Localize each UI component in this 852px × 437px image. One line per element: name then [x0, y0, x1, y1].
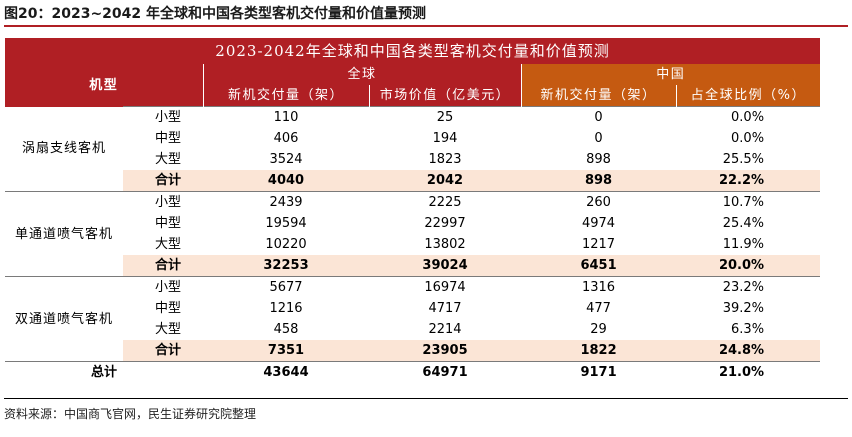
total-label: 总计	[5, 361, 204, 383]
global-deliveries-cell: 10220	[265, 237, 307, 252]
table-row: 大型 10220 13802 1217 11.9%	[5, 234, 820, 255]
data-table: 机型 全球 中国 新机交付量（架） 市场价值（亿美元） 新机交付量（架） 占全球…	[5, 64, 821, 383]
china-share-cell: 0.0%	[731, 131, 765, 146]
subtotal-label: 合计	[123, 255, 204, 277]
subtotal-label: 合计	[123, 170, 204, 192]
size-label: 小型	[123, 106, 204, 128]
china-deliveries-cell: 4974	[581, 216, 616, 231]
header-china: 中国	[520, 64, 821, 85]
china-share-cell: 21.0%	[676, 361, 821, 383]
global-deliveries-cell: 4040	[203, 170, 370, 192]
size-label: 小型	[123, 276, 204, 298]
china-share-cell: 11.9%	[722, 237, 765, 252]
global-deliveries-cell: 7351	[203, 340, 370, 362]
china-deliveries-cell: 1316	[521, 276, 677, 298]
global-deliveries-cell: 110	[203, 106, 370, 128]
china-share-cell: 25.5%	[722, 152, 765, 167]
table-banner: 2023-2042年全球和中国各类型客机交付量和价值预测	[5, 38, 820, 64]
china-deliveries-cell: 1217	[581, 237, 616, 252]
global-deliveries-cell: 406	[273, 131, 299, 146]
footer-rule	[4, 398, 848, 399]
china-deliveries-cell: 898	[586, 152, 611, 167]
global-value-cell: 1823	[428, 152, 462, 167]
china-share-cell: 20.0%	[676, 255, 821, 277]
table-row: 中型 406 194 0 0.0%	[5, 128, 820, 149]
global-value-cell: 13802	[424, 237, 466, 252]
size-label: 中型	[155, 301, 182, 316]
header-china-share: 占全球比例（%）	[675, 85, 821, 107]
global-value-cell: 2225	[369, 191, 522, 213]
global-deliveries-cell: 3524	[269, 152, 303, 167]
subtotal-row: 合计 4040 2042 898 22.2%	[5, 170, 821, 192]
table-row: 单通道喷气客机 小型 2439 2225 260 10.7%	[5, 191, 821, 277]
china-deliveries-cell: 1822	[521, 340, 677, 362]
table-row: 涡扇支线客机 小型 110 25 0 0.0%	[5, 106, 821, 156]
china-share-cell: 0.0%	[676, 106, 821, 128]
subtotal-row: 合计 7351 23905 1822 24.8%	[5, 340, 821, 362]
global-value-cell: 2042	[369, 170, 522, 192]
forecast-table: 2023-2042年全球和中国各类型客机交付量和价值预测 机型 全球 中国 新机…	[5, 38, 821, 383]
global-value-cell: 39024	[369, 255, 522, 277]
global-value-cell: 64971	[369, 361, 522, 383]
table-row: 中型 19594 22997 4974 25.4%	[5, 213, 820, 234]
global-deliveries-cell: 32253	[203, 255, 370, 277]
china-share-cell: 23.2%	[676, 276, 821, 298]
global-deliveries-cell: 458	[273, 322, 299, 337]
header-global: 全球	[202, 64, 522, 85]
size-label: 大型	[155, 237, 182, 252]
global-value-cell: 16974	[369, 276, 522, 298]
china-deliveries-cell: 898	[521, 170, 677, 192]
global-value-cell: 22997	[424, 216, 466, 231]
category-label: 涡扇支线客机	[21, 141, 106, 157]
global-value-cell: 23905	[369, 340, 522, 362]
global-deliveries-cell: 1216	[269, 301, 303, 316]
title-rule	[4, 25, 848, 27]
china-deliveries-cell: 9171	[521, 361, 677, 383]
china-deliveries-cell: 260	[521, 191, 677, 213]
table-row: 中型 1216 4717 477 39.2%	[5, 298, 820, 319]
size-label: 大型	[155, 322, 182, 337]
china-share-cell: 25.4%	[722, 216, 765, 231]
china-share-cell: 10.7%	[676, 191, 821, 213]
subtotal-row: 合计 32253 39024 6451 20.0%	[5, 255, 821, 277]
china-deliveries-cell: 477	[586, 301, 611, 316]
global-deliveries-cell: 19594	[265, 216, 307, 231]
size-label: 中型	[155, 131, 182, 146]
figure-title: 图20：2023~2042 年全球和中国各类型客机交付量和价值量预测	[4, 6, 427, 22]
category-label: 单通道喷气客机	[5, 191, 123, 277]
header-type: 机型	[5, 64, 204, 107]
size-label: 小型	[123, 191, 204, 213]
category-label: 双通道喷气客机	[5, 276, 123, 362]
china-deliveries-cell: 29	[590, 322, 607, 337]
china-deliveries-cell: 6451	[521, 255, 677, 277]
header-global-value: 市场价值（亿美元）	[368, 85, 522, 107]
header-global-deliveries: 新机交付量（架）	[202, 85, 370, 107]
global-value-cell: 194	[432, 131, 458, 146]
total-row: 总计 43644 64971 9171 21.0%	[5, 361, 821, 383]
global-value-cell: 25	[369, 106, 522, 128]
global-value-cell: 4717	[428, 301, 462, 316]
size-label: 大型	[155, 152, 182, 167]
table-row: 双通道喷气客机 小型 5677 16974 1316 23.2%	[5, 276, 821, 362]
source-note: 资料来源：中国商飞官网，民生证券研究院整理	[4, 407, 257, 421]
china-deliveries-cell: 0	[594, 131, 603, 146]
china-share-cell: 6.3%	[731, 322, 765, 337]
global-deliveries-cell: 43644	[203, 361, 370, 383]
header-china-deliveries: 新机交付量（架）	[520, 85, 677, 107]
china-share-cell: 22.2%	[676, 170, 821, 192]
china-share-cell: 24.8%	[676, 340, 821, 362]
china-share-cell: 39.2%	[722, 301, 765, 316]
table-row: 大型 458 2214 29 6.3%	[5, 319, 820, 340]
global-deliveries-cell: 5677	[203, 276, 370, 298]
table-row: 大型 3524 1823 898 25.5%	[5, 149, 820, 170]
size-label: 中型	[155, 216, 182, 231]
china-deliveries-cell: 0	[521, 106, 677, 128]
subtotal-label: 合计	[123, 340, 204, 362]
global-deliveries-cell: 2439	[203, 191, 370, 213]
global-value-cell: 2214	[428, 322, 462, 337]
